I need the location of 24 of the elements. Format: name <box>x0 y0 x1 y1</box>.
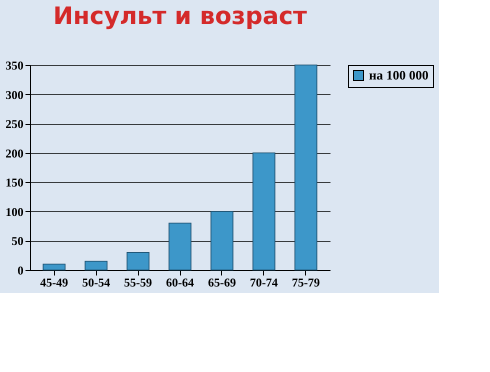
y-tick-label: 50 <box>12 234 24 248</box>
bar <box>210 211 234 270</box>
y-tick-label: 250 <box>6 117 24 132</box>
y-tick-label: 0 <box>18 264 24 278</box>
bar <box>168 222 192 270</box>
x-tick-label: 70-74 <box>250 276 278 290</box>
y-tick-label: 150 <box>6 176 24 190</box>
bar <box>42 264 66 270</box>
y-tick-label: 100 <box>6 204 24 219</box>
x-tick-label: 50-54 <box>82 276 110 290</box>
y-tick-label: 350 <box>6 58 24 72</box>
x-tick-label: 65-69 <box>208 276 236 290</box>
x-tick-label: 55-59 <box>124 276 152 290</box>
bar <box>294 64 318 270</box>
bar <box>252 152 276 270</box>
y-tick-label: 300 <box>6 88 24 102</box>
y-tick-label: 200 <box>6 146 24 160</box>
bar <box>126 252 150 270</box>
x-tick-label: 60-64 <box>166 276 194 290</box>
bar <box>84 260 108 270</box>
legend-label: на 100 000 <box>369 68 428 82</box>
chart-title: Инсульт и возраст <box>53 2 308 30</box>
x-tick-label: 75-79 <box>292 276 320 290</box>
x-tick-label: 45-49 <box>40 276 68 290</box>
